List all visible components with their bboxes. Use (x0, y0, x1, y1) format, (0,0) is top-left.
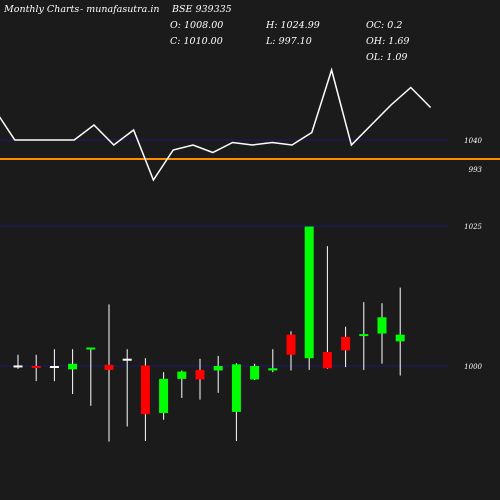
oc-value: OC: 0.2 (366, 20, 403, 31)
candle-body (86, 347, 96, 350)
high-value: H: 1024.99 (266, 20, 320, 31)
open-value: O: 1008.00 (170, 20, 224, 31)
candle-body (177, 371, 187, 379)
y-tick-label: 1025 (464, 223, 482, 231)
candle-body (268, 368, 278, 371)
candle-body (250, 366, 260, 380)
price-level-label: 993 (469, 166, 483, 174)
candle-body (68, 363, 78, 370)
close-value: C: 1010.00 (170, 36, 223, 47)
candle-body (286, 334, 296, 355)
candle-body (122, 358, 132, 361)
candle-body (104, 364, 114, 370)
line-panel: 1040 993 (0, 67, 500, 182)
candle-body (195, 369, 205, 380)
candle-panel: 1025 1000 (0, 223, 483, 442)
candle-body (377, 317, 387, 334)
candle-body (159, 378, 169, 414)
site-label: - munafasutra.in (80, 4, 160, 15)
brand-label: Monthly Charts (4, 4, 80, 15)
series-line (0, 67, 432, 182)
y-tick-label: 1040 (464, 137, 482, 145)
candle-body (31, 366, 41, 368)
oh-value: OH: 1.69 (366, 36, 410, 47)
y-tick-label: 1000 (464, 363, 482, 371)
candle-body (304, 226, 314, 359)
candle-body (322, 352, 332, 369)
candle-body (341, 336, 351, 351)
candle-body (13, 365, 23, 368)
candle-body (213, 366, 223, 371)
low-value: L: 997.10 (266, 36, 312, 47)
symbol-label: BSE 939335 (172, 4, 232, 15)
ol-value: OL: 1.09 (366, 52, 408, 63)
candle-body (231, 364, 241, 412)
candle-body (140, 365, 150, 415)
candle-body (359, 334, 369, 337)
candle-body (49, 366, 59, 368)
candle-body (395, 334, 405, 342)
